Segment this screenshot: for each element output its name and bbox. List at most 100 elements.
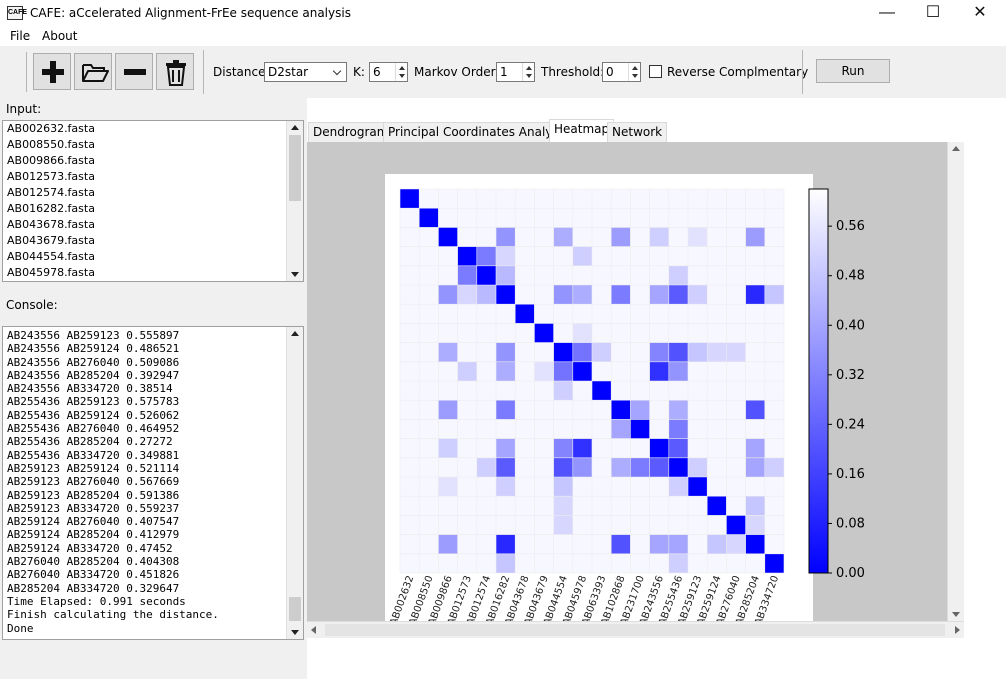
heatmap-cell <box>400 457 420 477</box>
close-button[interactable]: ✕ <box>973 4 987 21</box>
heatmap-cell <box>726 534 746 554</box>
heatmap-cell <box>438 496 458 516</box>
file-list-item[interactable]: AB016282.fasta <box>7 202 95 215</box>
heatmap-cell <box>515 361 535 381</box>
heatmap-cell <box>400 361 420 381</box>
heatmap-cells <box>399 188 785 574</box>
console-scrollbar[interactable] <box>286 327 303 639</box>
threshold-value: 0 <box>606 65 614 79</box>
file-list-item[interactable]: AB044554.fasta <box>7 250 95 263</box>
plot-scroll-left-icon[interactable] <box>311 626 316 634</box>
heatmap-cell <box>630 419 650 439</box>
console-lines: AB243556 AB259123 0.555897 AB243556 AB259… <box>3 327 303 635</box>
console-line: Time Elapsed: 0.991 seconds <box>7 594 186 608</box>
plot-scroll-up-icon[interactable] <box>952 146 960 151</box>
menu-about[interactable]: About <box>42 29 78 43</box>
heatmap-cell <box>457 323 477 343</box>
heatmap-cell <box>553 515 573 535</box>
reverse-complementary-label: Reverse Complmentary <box>667 65 809 79</box>
console-scroll-up-icon[interactable] <box>291 331 299 336</box>
heatmap-cell <box>764 534 784 554</box>
heatmap-cell <box>496 361 516 381</box>
heatmap-cell <box>592 477 612 497</box>
console-output[interactable]: AB243556 AB259123 0.555897 AB243556 AB259… <box>2 326 304 640</box>
heatmap-cell <box>726 227 746 247</box>
heatmap-cell <box>592 189 612 209</box>
input-scroll-thumb[interactable] <box>289 135 301 201</box>
heatmap-cell <box>764 304 784 324</box>
heatmap-cell <box>592 265 612 285</box>
console-line: AB276040 AB285204 0.404308 <box>7 555 180 569</box>
heatmap-cell <box>592 496 612 516</box>
delete-button[interactable] <box>156 53 194 90</box>
heatmap-cell <box>726 477 746 497</box>
reverse-complementary-checkbox[interactable] <box>649 65 662 78</box>
heatmap-cell <box>745 361 765 381</box>
heatmap-cell <box>419 534 439 554</box>
heatmap-cell <box>649 361 669 381</box>
file-list-item[interactable]: AB008550.fasta <box>7 138 95 151</box>
colorbar-tick-label: 0.08 <box>836 516 865 531</box>
open-folder-button[interactable] <box>74 53 112 90</box>
heatmap-cell <box>572 553 592 573</box>
heatmap-cell <box>745 400 765 420</box>
heatmap-colorbar: 0.56 0.48 0.40 0.32 0.24 0.16 0.08 0.00 <box>808 188 865 581</box>
threshold-spin-arrows-icon[interactable] <box>628 63 640 81</box>
file-list-item[interactable]: AB009866.fasta <box>7 154 95 167</box>
file-list-item[interactable]: AB012574.fasta <box>7 186 95 199</box>
file-list-item[interactable]: AB043679.fasta <box>7 234 95 247</box>
heatmap-cell <box>649 515 669 535</box>
tab-network[interactable]: Network <box>607 122 668 142</box>
menu-file[interactable]: File <box>10 29 31 43</box>
heatmap-cell <box>611 419 631 439</box>
heatmap-cell <box>764 381 784 401</box>
toolbar-separator <box>203 50 204 94</box>
console-line: AB259124 AB334720 0.47452 <box>7 541 173 555</box>
plot-hscroll-thumb[interactable] <box>325 624 945 636</box>
scroll-up-icon[interactable] <box>291 125 299 130</box>
file-list-item[interactable]: AB045978.fasta <box>7 266 95 279</box>
heatmap-cell <box>400 419 420 439</box>
input-scrollbar[interactable] <box>286 121 303 281</box>
markov-spin-arrows-icon[interactable] <box>522 63 534 81</box>
plot-scroll-right-icon[interactable] <box>955 626 960 634</box>
distance-select[interactable]: D2star <box>264 62 347 82</box>
file-list-item[interactable]: AB002632.fasta <box>7 122 95 135</box>
k-spin-arrows-icon[interactable] <box>395 63 407 81</box>
k-spinbox[interactable]: 6 <box>369 62 408 82</box>
scroll-down-icon[interactable] <box>291 272 299 277</box>
tab-dendrogram[interactable]: Dendrogram <box>308 122 394 142</box>
tab-heatmap[interactable]: Heatmap <box>549 119 615 143</box>
console-scroll-thumb[interactable] <box>289 597 301 621</box>
heatmap-cell <box>611 304 631 324</box>
heatmap-cell <box>572 534 592 554</box>
markov-order-label: Markov Order: <box>414 65 500 79</box>
heatmap-cell <box>515 457 535 477</box>
minimize-button[interactable]: — <box>879 4 895 21</box>
heatmap-cell <box>476 189 496 209</box>
heatmap-cell <box>419 246 439 266</box>
threshold-spinbox[interactable]: 0 <box>602 62 641 82</box>
file-list-item[interactable]: AB012573.fasta <box>7 170 95 183</box>
input-file-list[interactable]: AB002632.fasta AB008550.fasta AB009866.fas… <box>2 120 304 282</box>
heatmap-cell <box>515 208 535 228</box>
console-scroll-down-icon[interactable] <box>291 630 299 635</box>
heatmap-cell <box>553 438 573 458</box>
heatmap-cell <box>496 477 516 497</box>
run-button[interactable]: Run <box>816 59 890 83</box>
plot-hscroll[interactable] <box>307 621 964 638</box>
heatmap-cell <box>534 553 554 573</box>
heatmap-cell <box>572 419 592 439</box>
heatmap-cell <box>649 477 669 497</box>
markov-order-spinbox[interactable]: 1 <box>496 62 535 82</box>
plot-vscroll[interactable] <box>947 142 964 621</box>
remove-button[interactable] <box>115 53 153 90</box>
maximize-button[interactable]: ☐ <box>925 4 941 21</box>
heatmap-cell <box>400 515 420 535</box>
tab-pcoa[interactable]: Principal Coordinates Analysis <box>383 122 574 142</box>
add-button[interactable] <box>33 53 71 90</box>
heatmap-cell <box>745 208 765 228</box>
heatmap-cell <box>457 246 477 266</box>
plot-scroll-down-icon[interactable] <box>952 612 960 617</box>
file-list-item[interactable]: AB043678.fasta <box>7 218 95 231</box>
